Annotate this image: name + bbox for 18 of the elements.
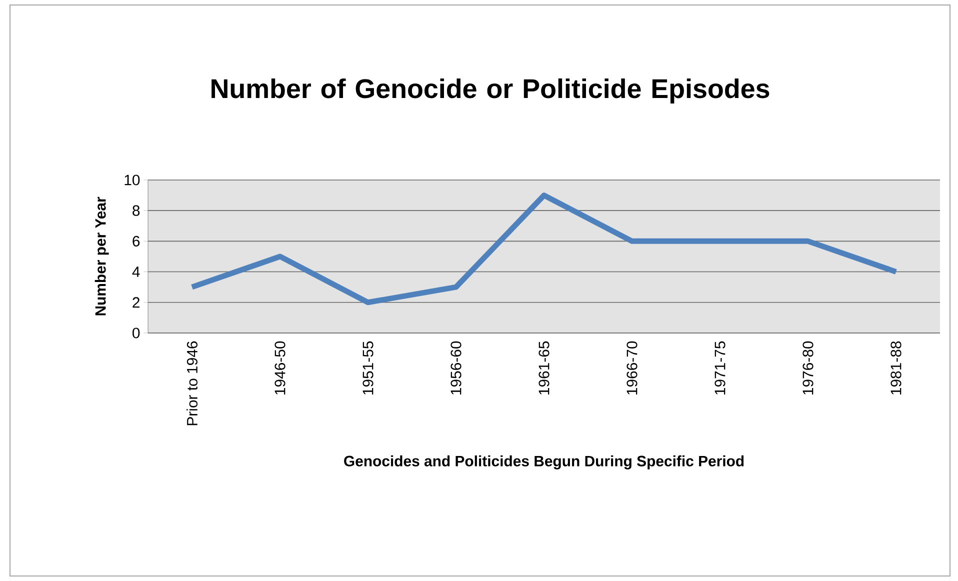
y-tick-label: 10 (124, 174, 140, 186)
chart-title: Number of Genocide or Politicide Episodes (212, 78, 770, 104)
x-tick-label: 1976-80 (802, 341, 814, 394)
y-tick-label: 6 (132, 236, 140, 246)
x-tick-label: 1981-88 (890, 341, 902, 394)
x-tick-label: 1961-65 (538, 341, 550, 394)
y-axis-title: Number per Year (94, 196, 109, 316)
y-tick-label: 2 (132, 297, 140, 308)
x-tick-label: 1966-70 (626, 341, 638, 394)
y-tick-label: 0 (132, 328, 140, 338)
x-axis-title: Genocides and Politicides Begun During Specific Period (344, 455, 744, 470)
x-tick-label: Prior to 1946 (186, 341, 198, 426)
x-tick-label: 1946-50 (274, 341, 286, 394)
y-tick-label: 8 (132, 205, 140, 216)
y-tick-label: 4 (132, 266, 140, 277)
x-tick-label: 1971-75 (714, 341, 726, 394)
x-tick-label: 1956-60 (450, 341, 462, 394)
x-tick-label: 1951-55 (362, 341, 374, 394)
